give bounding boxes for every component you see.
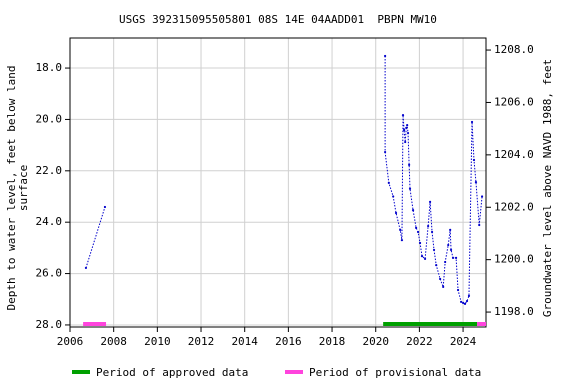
data-point (430, 230, 434, 234)
data-point (432, 248, 436, 252)
data-point (418, 241, 422, 245)
x-tick-label: 2022 (406, 335, 433, 348)
data-point (394, 211, 398, 215)
data-point (449, 248, 453, 252)
data-point (427, 224, 430, 228)
x-tick-label: 2020 (362, 335, 389, 348)
data-point (392, 195, 395, 198)
data-point (472, 158, 476, 162)
data-point (411, 209, 415, 212)
y2-tick-label: 1202.0 (494, 200, 534, 213)
data-point (408, 187, 412, 190)
data-point (384, 54, 387, 58)
data-point (470, 120, 474, 124)
data-point (474, 181, 478, 184)
x-tick-label: 2016 (275, 335, 302, 348)
x-tick-label: 2012 (188, 335, 215, 348)
x-tick-label: 2010 (144, 335, 171, 348)
data-point (415, 226, 418, 229)
data-point (384, 150, 387, 154)
y2-tick-label: 1204.0 (494, 148, 534, 161)
data-point (460, 300, 463, 303)
period-bar (383, 322, 478, 326)
data-point (84, 266, 88, 270)
y2-axis-label: Groundwater level above NAVD 1988, feet (541, 59, 554, 317)
y-tick-label: 26.0 (36, 267, 63, 280)
data-point (456, 288, 460, 292)
x-tick-label: 2024 (450, 335, 477, 348)
x-tick-label: 2018 (319, 335, 346, 348)
data-point (406, 123, 409, 127)
x-tick-label: 2008 (100, 335, 127, 348)
x-tick-label: 2014 (231, 335, 258, 348)
data-point (435, 263, 438, 267)
y-tick-label: 22.0 (36, 164, 63, 177)
y-axis-label: Depth to water level, feet below land (5, 65, 18, 310)
y-axis-label: surface (17, 165, 30, 211)
data-point (416, 230, 420, 234)
y-tick-label: 28.0 (36, 318, 63, 331)
data-point (444, 260, 447, 264)
data-point (405, 126, 408, 130)
x-tick-label: 2006 (57, 335, 84, 348)
data-point (449, 228, 452, 231)
period-bar (83, 322, 107, 326)
data-point (461, 301, 465, 304)
data-point (467, 294, 471, 298)
data-point (399, 228, 402, 231)
y-tick-label: 20.0 (36, 112, 63, 125)
data-point (447, 243, 450, 247)
data-point (463, 302, 467, 305)
chart-title: USGS 392315095505801 08S 14E 04AADD01 PB… (119, 13, 437, 26)
data-point (103, 205, 107, 209)
data-point (439, 277, 442, 281)
legend-label: Period of approved data (96, 366, 248, 379)
y2-tick-label: 1208.0 (494, 43, 534, 56)
data-point (408, 163, 411, 167)
y-tick-label: 24.0 (36, 215, 63, 228)
y2-tick-label: 1206.0 (494, 95, 534, 108)
legend-label: Period of provisional data (309, 366, 481, 379)
y2-tick-label: 1200.0 (494, 253, 534, 266)
data-point (428, 200, 432, 203)
y-tick-label: 18.0 (36, 61, 63, 74)
data-point (465, 299, 469, 303)
data-point (387, 181, 390, 184)
data-point (401, 113, 405, 117)
data-point (451, 256, 455, 259)
data-point (400, 239, 404, 242)
data-line (85, 55, 483, 305)
data-point (442, 285, 445, 289)
plot-frame (69, 37, 487, 328)
data-point (403, 128, 406, 132)
data-point (420, 254, 424, 258)
data-point (454, 256, 458, 259)
period-bar (477, 322, 486, 326)
data-point (478, 223, 481, 227)
data-point (406, 131, 410, 135)
data-point (480, 195, 484, 198)
data-point (404, 140, 407, 144)
data-point (423, 257, 427, 261)
y2-tick-label: 1198.0 (494, 305, 534, 318)
